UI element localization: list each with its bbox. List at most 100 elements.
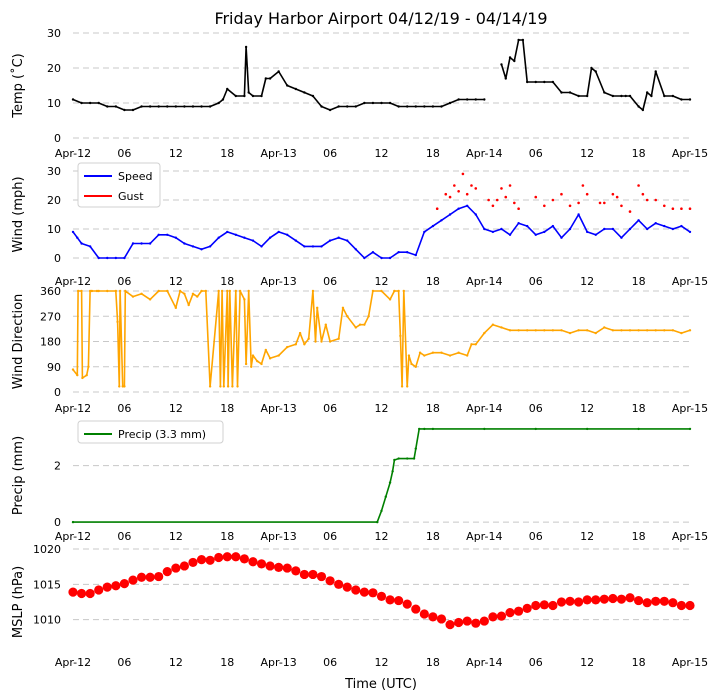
mslp-marker [436, 614, 447, 624]
wind-gust-point [461, 172, 465, 176]
precip-point [688, 427, 692, 431]
wind-y-axis-label: Wind (mph) [11, 176, 26, 252]
wdir-point [131, 295, 135, 298]
temp-point [620, 94, 623, 98]
mslp-marker [616, 594, 627, 604]
temp-xtick-label: 06 [117, 147, 131, 160]
wdir-xtick-label: 06 [529, 402, 543, 415]
wind-point [525, 224, 529, 228]
temp-point [251, 94, 255, 98]
wind-point [431, 224, 435, 228]
wind-legend: Speed Gust [77, 162, 161, 208]
wind-point [200, 248, 203, 251]
precip-xtick-label: 12 [375, 530, 389, 543]
wind-gust-point [577, 201, 580, 205]
wind-gust-point [435, 207, 439, 210]
precip-point [388, 481, 392, 484]
wind-point [148, 242, 152, 245]
temp-point [641, 108, 645, 112]
mslp-marker [196, 555, 207, 565]
wdir-point [418, 351, 422, 354]
precip-xtick-label: 18 [220, 530, 234, 543]
wind-gust-point [688, 207, 692, 210]
wind-xtick-label: 12 [375, 275, 389, 288]
wdir-point [251, 354, 255, 357]
wdir-point [124, 289, 127, 293]
temp-xtick-label: Apr-15 [672, 147, 708, 160]
temp-point [504, 77, 507, 80]
temp-point [268, 77, 272, 80]
wdir-point [71, 368, 75, 371]
temp-point [371, 101, 375, 105]
wdir-point [406, 385, 409, 388]
temp-xtick-label: Apr-12 [55, 147, 91, 160]
wdir-point [247, 289, 250, 293]
wind-gust-point [513, 201, 516, 205]
mslp-marker [573, 597, 584, 607]
wind-point [277, 230, 280, 234]
temp-point [551, 80, 555, 84]
wind-legend-label: Speed [118, 170, 152, 183]
mslp-ytick-label: 1015 [33, 578, 61, 591]
precip-xtick-label: 06 [117, 530, 131, 543]
wdir-point [90, 289, 94, 293]
mslp-marker [359, 587, 369, 597]
wind-xtick-label: 06 [323, 275, 337, 288]
wind-point [243, 236, 246, 239]
wdir-xtick-label: 18 [220, 402, 234, 415]
wdir-point [260, 362, 263, 366]
wind-point [286, 233, 289, 236]
wind-point [448, 213, 452, 216]
temp-point [483, 98, 486, 101]
wdir-point [620, 329, 623, 332]
wind-point [543, 230, 546, 234]
temp-point [521, 38, 525, 42]
wdir-point [645, 329, 649, 332]
wind-point [414, 253, 417, 257]
temp-xtick-label: Apr-14 [466, 147, 502, 160]
mslp-marker [479, 616, 489, 626]
wind-gust-point [581, 184, 585, 187]
temp-point [406, 105, 409, 108]
mslp-marker [188, 557, 198, 568]
wind-ytick-label: 20 [47, 194, 61, 207]
wdir-point [500, 326, 503, 329]
temp-point [388, 101, 392, 105]
precip-xtick-label: 18 [426, 530, 440, 543]
temp-point [97, 101, 100, 105]
temp-point [513, 59, 516, 63]
temp-point [611, 94, 615, 98]
wind-gust-point [487, 198, 490, 202]
wind-point [114, 256, 118, 260]
temp-point [603, 91, 606, 94]
precip-point [397, 457, 400, 460]
wind-point [568, 227, 572, 231]
wdir-xtick-label: 12 [169, 402, 183, 415]
wdir-point [222, 385, 226, 388]
temp-point [577, 94, 580, 98]
wind-gust-point [470, 184, 473, 187]
wdir-xtick-label: 06 [117, 402, 131, 415]
wdir-point [410, 362, 413, 366]
wind-point [491, 230, 495, 234]
wdir-point [226, 385, 230, 388]
mslp-marker [325, 576, 335, 586]
temp-point [423, 105, 426, 108]
mslp-xtick-label: 18 [220, 656, 234, 669]
mslp-marker [119, 579, 130, 589]
wdir-point [256, 359, 259, 363]
temp-point [688, 98, 692, 101]
wdir-point [311, 289, 315, 293]
mslp-marker [274, 562, 284, 572]
chart-title: Friday Harbor Airport 04/12/19 - 04/14/1… [214, 9, 547, 28]
wdir-point [371, 289, 375, 293]
wind-point [500, 227, 503, 231]
mslp-marker [179, 561, 190, 571]
temp-point [624, 94, 627, 98]
wind-point [71, 230, 75, 234]
wind-point [217, 236, 220, 239]
wdir-point [483, 331, 486, 335]
wdir-point [250, 365, 253, 368]
mslp-panel: 1010 1015 1020 MSLP (hPa) Apr-12 06 12 18 Apr-13… [11, 543, 708, 669]
